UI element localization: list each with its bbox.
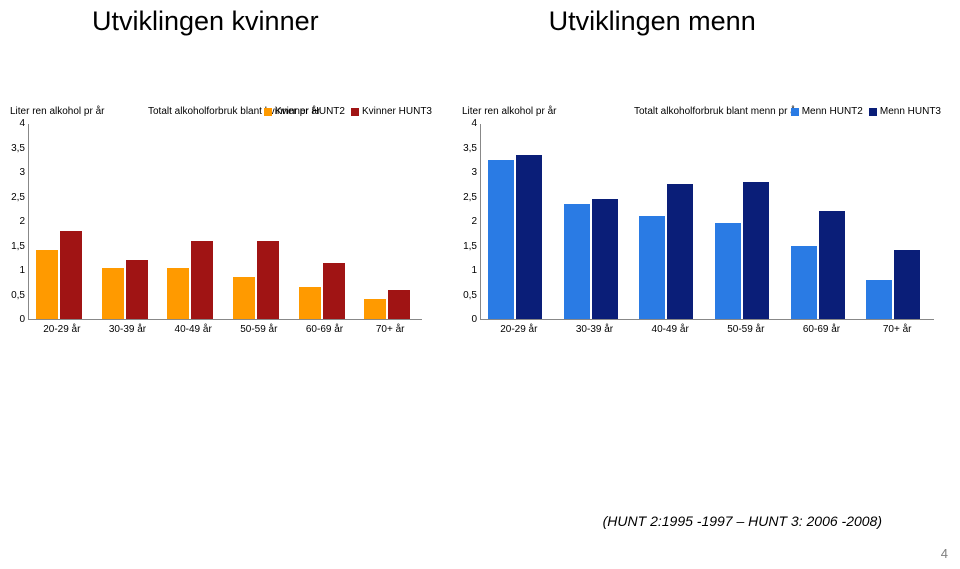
x-tick-label: 40-49 år [652,324,689,335]
bar [257,241,279,319]
left-chart-title: Utviklingen kvinner [92,6,319,37]
plot-area-right: 00,511,522,533,5420-29 år30-39 år40-49 å… [480,124,934,320]
right-chart-title: Utviklingen menn [549,6,756,37]
y-tick-label: 4 [457,118,477,129]
bar [191,241,213,319]
y-tick-label: 0,5 [5,290,25,301]
legend-left: Kvinner HUNT2 Kvinner HUNT3 [264,106,432,117]
legend-swatch-icon [869,108,877,116]
y-tick-label: 4 [5,118,25,129]
bar [102,268,124,319]
y-tick-label: 1,5 [457,241,477,252]
x-tick-label: 40-49 år [175,324,212,335]
bar [126,260,148,319]
bar [364,299,386,319]
footer-caption: (HUNT 2:1995 -1997 – HUNT 3: 2006 -2008) [603,513,882,529]
chart-subtitle-right: Totalt alkoholforbruk blant menn pr år [634,106,799,117]
y-axis-label-left: Liter ren alkohol pr år [10,106,105,117]
x-tick-label: 30-39 år [576,324,613,335]
bar [299,287,321,319]
legend-item: Menn HUNT2 [791,106,863,117]
y-tick-label: 0 [5,314,25,325]
bar [866,280,892,319]
plot-area-left: 00,511,522,533,5420-29 år30-39 år40-49 å… [28,124,422,320]
x-tick-label: 50-59 år [727,324,764,335]
bar [894,250,920,319]
legend-item: Menn HUNT3 [869,106,941,117]
y-tick-label: 0 [457,314,477,325]
legend-label: Kvinner HUNT3 [362,106,432,117]
x-tick-label: 50-59 år [240,324,277,335]
legend-swatch-icon [351,108,359,116]
legend-swatch-icon [264,108,272,116]
bar [715,223,741,319]
bar [388,290,410,319]
bar [743,182,769,319]
bar [233,277,255,319]
x-tick-label: 20-29 år [500,324,537,335]
bar [488,160,514,319]
bar [516,155,542,319]
legend-label: Menn HUNT3 [880,106,941,117]
x-tick-label: 70+ år [883,324,912,335]
legend-item: Kvinner HUNT3 [351,106,432,117]
bar [639,216,665,319]
y-tick-label: 3 [5,167,25,178]
y-tick-label: 1 [457,265,477,276]
bar [592,199,618,319]
x-tick-label: 70+ år [376,324,405,335]
y-tick-label: 2,5 [457,192,477,203]
legend-swatch-icon [791,108,799,116]
y-tick-label: 0,5 [457,290,477,301]
bar [667,184,693,319]
x-tick-label: 20-29 år [43,324,80,335]
y-tick-label: 1,5 [5,241,25,252]
bar [60,231,82,319]
legend-label: Menn HUNT2 [802,106,863,117]
bar [819,211,845,319]
legend-item: Kvinner HUNT2 [264,106,345,117]
y-tick-label: 2 [5,216,25,227]
bar [791,246,817,320]
y-axis-label-right: Liter ren alkohol pr år [462,106,557,117]
y-tick-label: 3,5 [5,143,25,154]
bar [167,268,189,319]
page-number: 4 [941,546,948,561]
y-tick-label: 2,5 [5,192,25,203]
x-tick-label: 60-69 år [803,324,840,335]
y-tick-label: 1 [5,265,25,276]
y-tick-label: 3,5 [457,143,477,154]
x-tick-label: 30-39 år [109,324,146,335]
bar [36,250,58,319]
x-tick-label: 60-69 år [306,324,343,335]
bar [323,263,345,319]
legend-label: Kvinner HUNT2 [275,106,345,117]
legend-right: Menn HUNT2 Menn HUNT3 [791,106,941,117]
y-tick-label: 3 [457,167,477,178]
bar [564,204,590,319]
y-tick-label: 2 [457,216,477,227]
